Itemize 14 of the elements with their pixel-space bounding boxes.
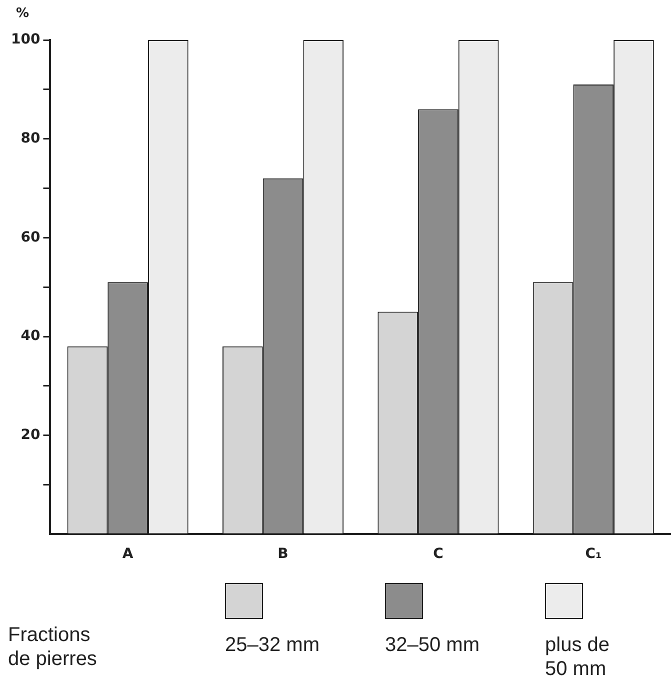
x-tick-label: B bbox=[278, 546, 288, 562]
x-tick-label: C bbox=[433, 546, 444, 562]
legend-label: 32–50 mm bbox=[385, 633, 480, 657]
y-tick-label: 20 bbox=[20, 427, 40, 443]
y-tick-label: 80 bbox=[20, 130, 40, 146]
x-tick-label: A bbox=[122, 546, 134, 562]
y-tick-label: 40 bbox=[20, 328, 40, 344]
y-axis-title: % bbox=[16, 6, 30, 21]
legend-label: 25–32 mm bbox=[225, 633, 320, 657]
legend-title: Fractions de pierres bbox=[8, 623, 98, 671]
legend-label: plus de 50 mm bbox=[545, 633, 610, 681]
y-tick-label: 100 bbox=[10, 32, 40, 48]
y-tick-label: 60 bbox=[20, 229, 40, 246]
x-tick-label: C₁ bbox=[585, 546, 602, 562]
